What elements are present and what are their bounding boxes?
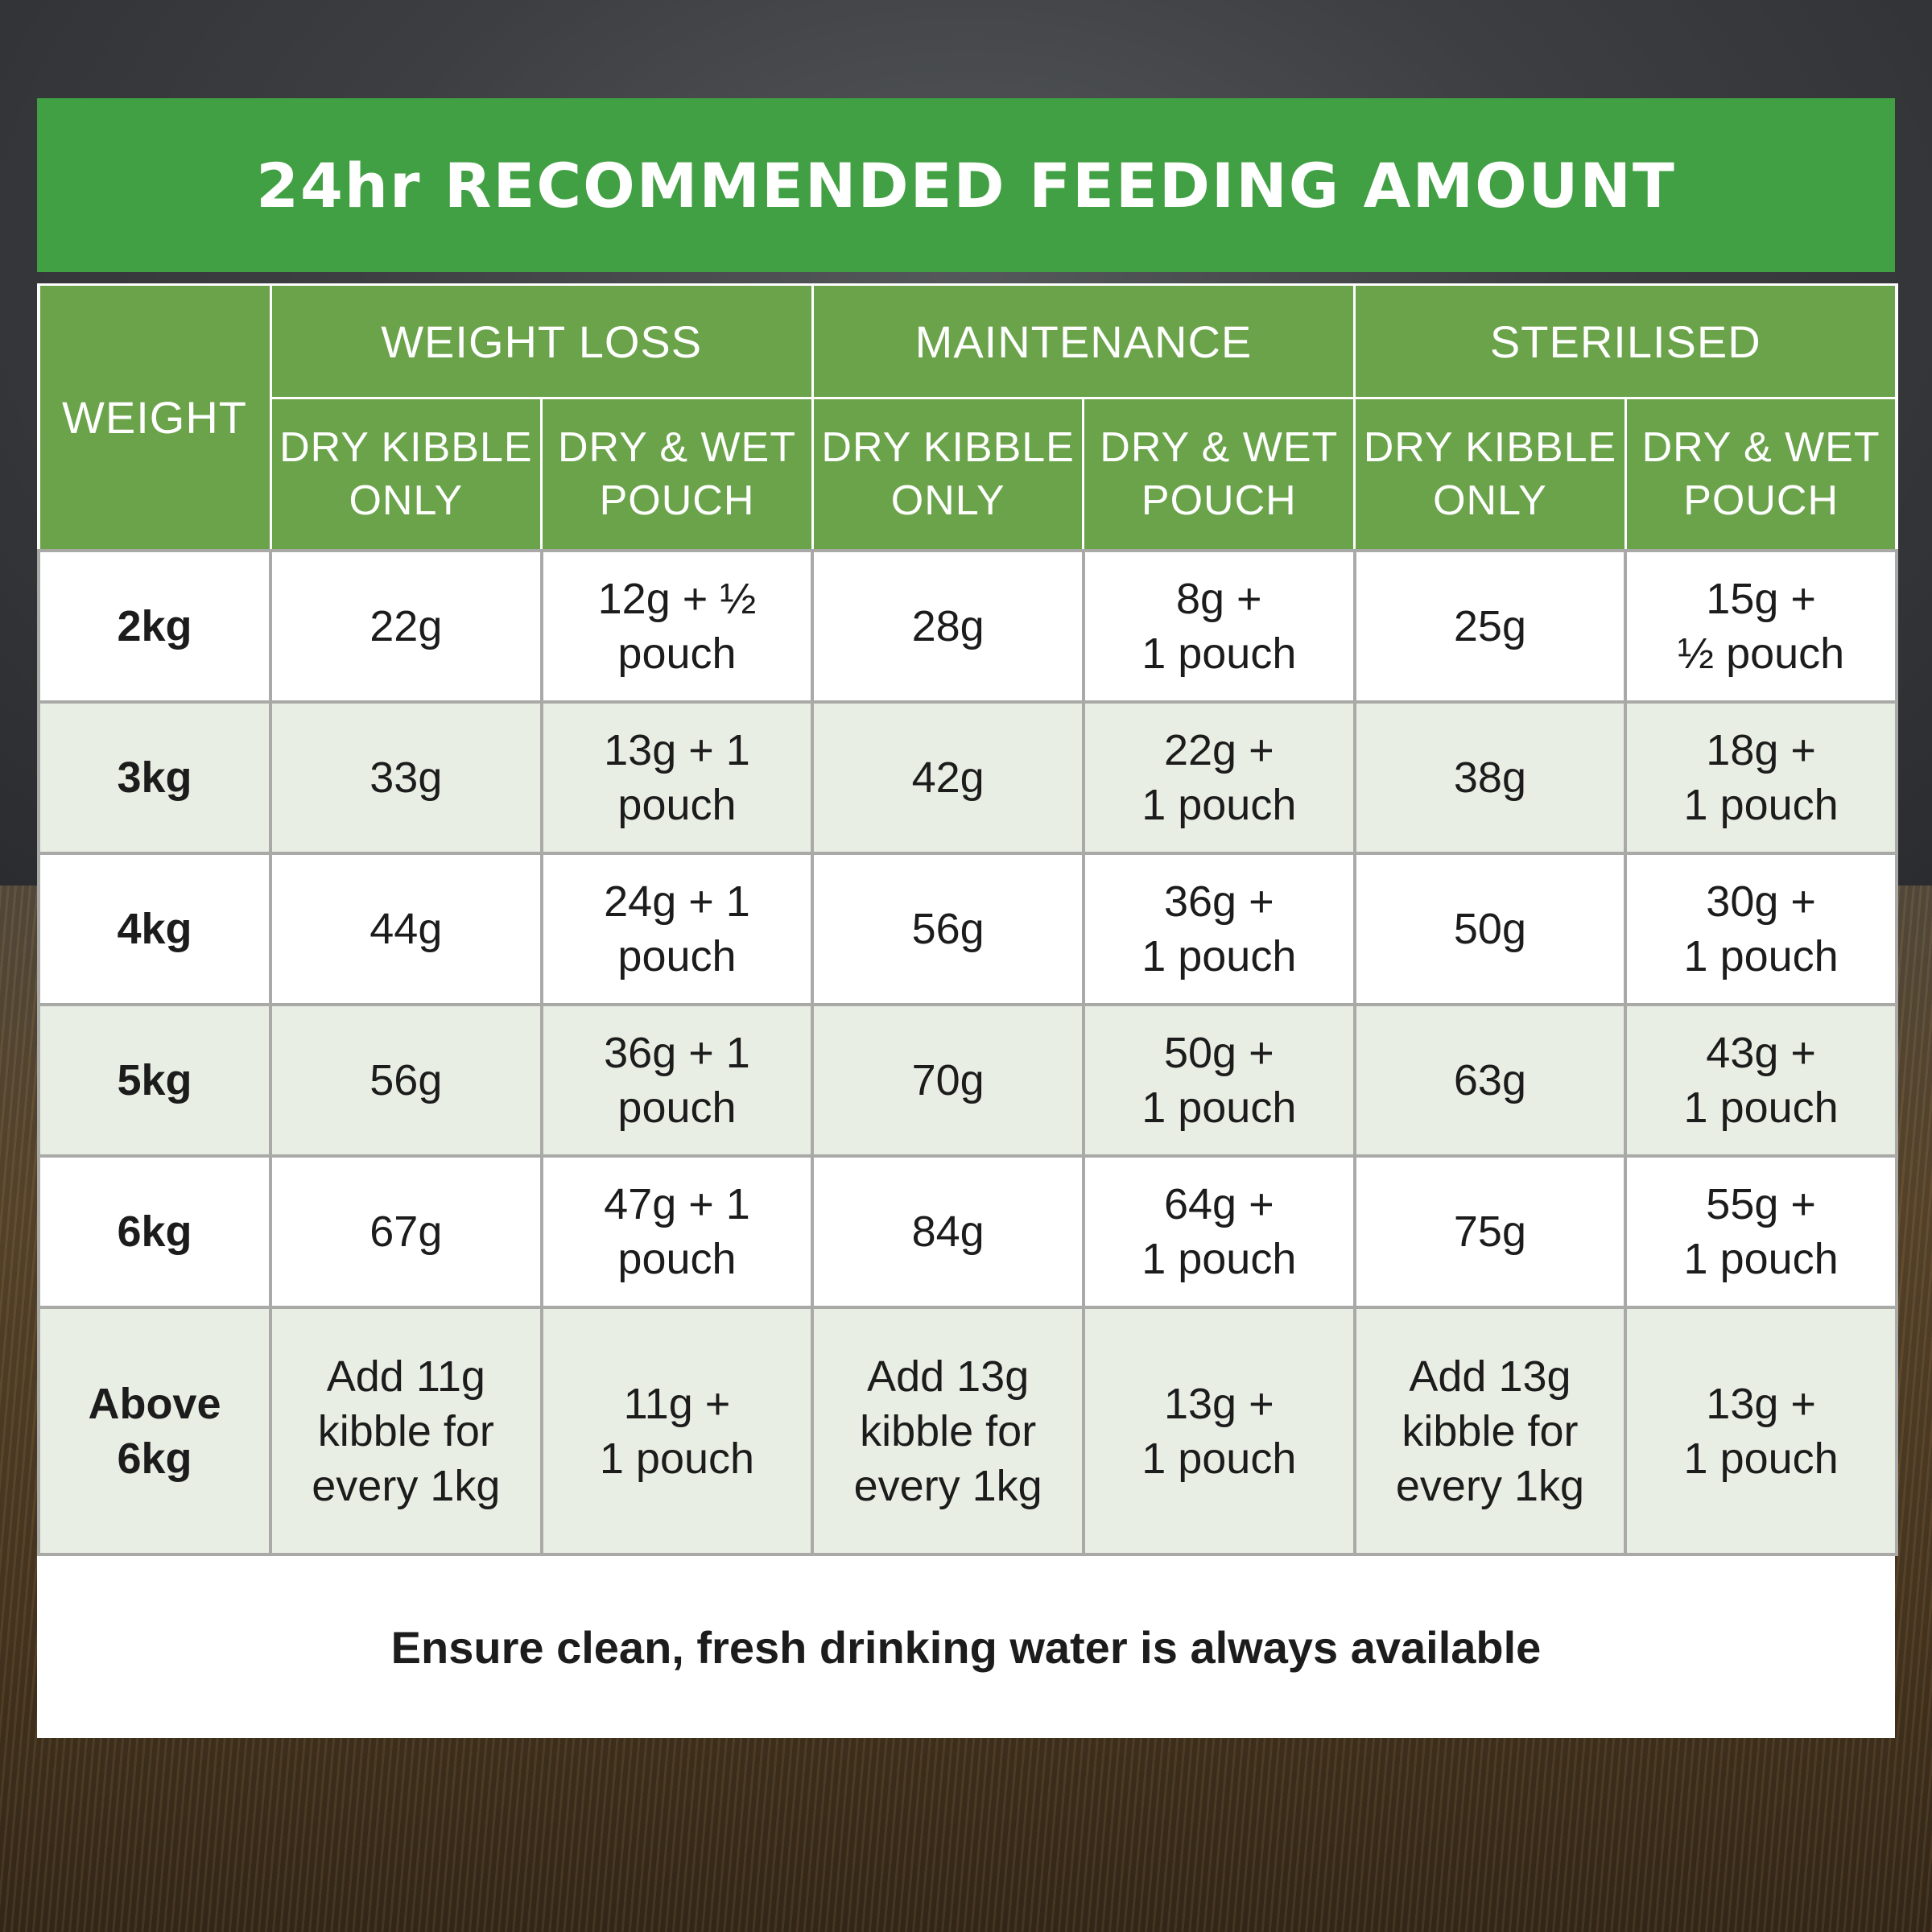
table-cell: 13g + 1 pouch xyxy=(539,700,815,855)
table-cell: Add 13g kibble for every 1kg xyxy=(811,1306,1085,1556)
table-cell: 15g + ½ pouch xyxy=(1624,549,1898,704)
table-cell: 25g xyxy=(1352,549,1628,704)
table-row: 6kg 67g 47g + 1 pouch 84g 64g + 1 pouch … xyxy=(37,1154,1898,1309)
weight-cell: 6kg xyxy=(37,1154,272,1309)
table-cell: 22g xyxy=(269,549,543,704)
table-cell: 33g xyxy=(269,700,543,855)
group-header-sterilised: STERILISED xyxy=(1353,283,1898,399)
table-cell: 13g + 1 pouch xyxy=(1624,1306,1898,1556)
subheader-cell: DRY KIBBLE ONLY xyxy=(811,397,1085,552)
subheader-cell: DRY & WET POUCH xyxy=(1624,397,1898,552)
group-header-weight-loss: WEIGHT LOSS xyxy=(269,283,814,399)
table-cell: 28g xyxy=(811,549,1085,704)
table-cell: 47g + 1 pouch xyxy=(539,1154,815,1309)
weight-cell: Above 6kg xyxy=(37,1306,272,1556)
table-row: 3kg 33g 13g + 1 pouch 42g 22g + 1 pouch … xyxy=(37,700,1898,855)
weight-cell: 4kg xyxy=(37,852,272,1006)
group-header-maintenance: MAINTENANCE xyxy=(811,283,1356,399)
table-cell: Add 13g kibble for every 1kg xyxy=(1352,1306,1628,1556)
feeding-table: WEIGHT WEIGHT LOSS MAINTENANCE STERILISE… xyxy=(37,283,1898,1556)
subheader-cell: DRY & WET POUCH xyxy=(1082,397,1356,552)
table-row: 5kg 56g 36g + 1 pouch 70g 50g + 1 pouch … xyxy=(37,1003,1898,1158)
footer-text: Ensure clean, fresh drinking water is al… xyxy=(390,1621,1542,1673)
table-cell: 67g xyxy=(269,1154,543,1309)
page-title: 24hr RECOMMENDED FEEDING AMOUNT xyxy=(256,149,1676,221)
table-cell: 24g + 1 pouch xyxy=(539,852,815,1006)
subheader-cell: DRY KIBBLE ONLY xyxy=(269,397,543,552)
weight-header: WEIGHT xyxy=(37,283,272,552)
table-cell: 56g xyxy=(811,852,1085,1006)
subheader-cell: DRY & WET POUCH xyxy=(540,397,814,552)
subheader-cell: DRY KIBBLE ONLY xyxy=(1353,397,1627,552)
table-row: 2kg 22g 12g + ½ pouch 28g 8g + 1 pouch 2… xyxy=(37,549,1898,704)
table-cell: 64g + 1 pouch xyxy=(1081,1154,1356,1309)
weight-cell: 5kg xyxy=(37,1003,272,1158)
table-cell: 13g + 1 pouch xyxy=(1081,1306,1356,1556)
table-cell: 8g + 1 pouch xyxy=(1081,549,1356,704)
table-cell: 55g + 1 pouch xyxy=(1624,1154,1898,1309)
table-cell: 36g + 1 pouch xyxy=(1081,852,1356,1006)
table-cell: 70g xyxy=(811,1003,1085,1158)
footer-note: Ensure clean, fresh drinking water is al… xyxy=(37,1556,1895,1738)
header-row-groups: WEIGHT WEIGHT LOSS MAINTENANCE STERILISE… xyxy=(37,283,1898,552)
table-cell: 42g xyxy=(811,700,1085,855)
feeding-panel: 24hr RECOMMENDED FEEDING AMOUNT WEIGHT W… xyxy=(37,98,1898,1738)
table-row: Above 6kg Add 11g kibble for every 1kg 1… xyxy=(37,1306,1898,1556)
table-cell: 38g xyxy=(1352,700,1628,855)
table-cell: 84g xyxy=(811,1154,1085,1309)
weight-cell: 2kg xyxy=(37,549,272,704)
table-cell: 63g xyxy=(1352,1003,1628,1158)
table-cell: 43g + 1 pouch xyxy=(1624,1003,1898,1158)
table-cell: 18g + 1 pouch xyxy=(1624,700,1898,855)
table-cell: 36g + 1 pouch xyxy=(539,1003,815,1158)
table-row: 4kg 44g 24g + 1 pouch 56g 36g + 1 pouch … xyxy=(37,852,1898,1006)
weight-cell: 3kg xyxy=(37,700,272,855)
table-cell: 75g xyxy=(1352,1154,1628,1309)
table-cell: 11g + 1 pouch xyxy=(539,1306,815,1556)
table-cell: 50g + 1 pouch xyxy=(1081,1003,1356,1158)
table-cell: 50g xyxy=(1352,852,1628,1006)
table-cell: 30g + 1 pouch xyxy=(1624,852,1898,1006)
table-cell: Add 11g kibble for every 1kg xyxy=(269,1306,543,1556)
table-cell: 56g xyxy=(269,1003,543,1158)
table-cell: 12g + ½ pouch xyxy=(539,549,815,704)
table-cell: 22g + 1 pouch xyxy=(1081,700,1356,855)
header-row-subheaders: DRY KIBBLE ONLY DRY & WET POUCH DRY KIBB… xyxy=(39,397,1898,552)
title-bar: 24hr RECOMMENDED FEEDING AMOUNT xyxy=(37,98,1895,272)
table-cell: 44g xyxy=(269,852,543,1006)
